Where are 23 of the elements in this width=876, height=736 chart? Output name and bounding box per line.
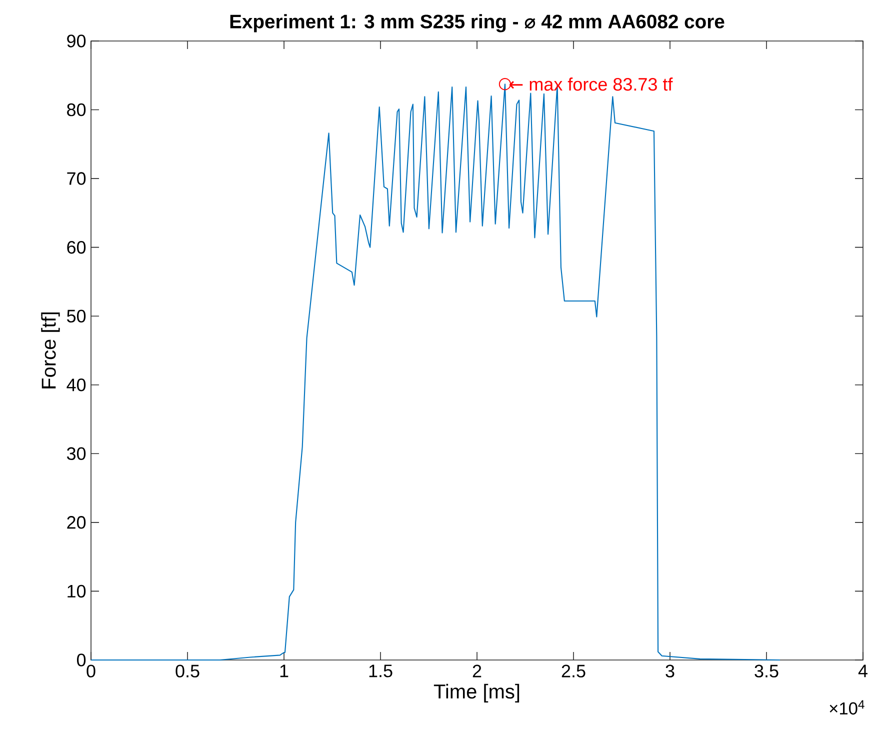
y-tick-label: 20 [67,516,86,529]
x-tick-label: 0.5 [176,664,200,678]
y-tick-label: 70 [67,172,86,185]
y-tick-label: 80 [67,103,86,116]
y-tick-label: 10 [68,584,86,598]
y-tick-label: 30 [66,447,86,460]
x-tick-label: 4 [858,664,868,678]
x-tick-label: 1.5 [369,664,392,678]
text: ×10$^{4}$ [830,700,864,715]
y-tick-label: 90 [67,34,86,48]
y-tick-label: 60 [67,240,86,254]
y-tick-label: 40 [66,378,86,392]
x-tick-label: 2 [472,664,482,678]
x-tick-label: 3.5 [754,664,778,678]
x-tick-label: 0 [86,664,96,678]
x-tick-label: 1 [280,664,288,678]
x-tick-label: 2.5 [562,664,586,678]
x-axis-title: Time [ms] [434,684,520,703]
x-tick-label: 3 [666,664,674,678]
chart-title: Experiment 1: 3 mm S235 ring - ⌀ 42 mm AA6082 core [230,14,724,32]
y-axis-title: Force [tf] [41,312,60,388]
y-tick-label: 0 [76,654,86,666]
y-tick-label: 50 [66,310,86,322]
